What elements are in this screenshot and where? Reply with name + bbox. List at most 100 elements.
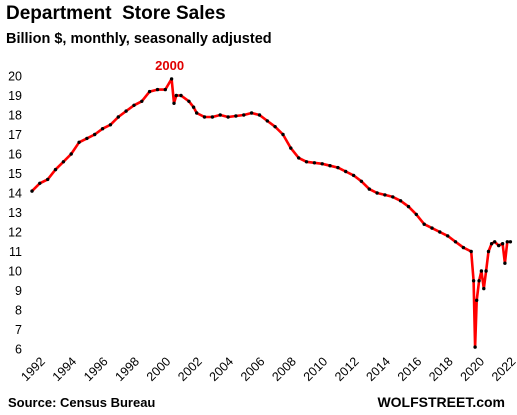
- y-tick-label: 18: [8, 109, 22, 123]
- y-tick-label: 16: [8, 148, 22, 162]
- brand-label: WOLFSTREET.com: [377, 394, 505, 410]
- data-point: [77, 140, 81, 144]
- data-point: [281, 132, 285, 137]
- y-tick-label: 14: [8, 187, 22, 201]
- data-point: [484, 269, 488, 273]
- data-point: [132, 103, 136, 108]
- data-point: [375, 191, 379, 195]
- y-tick-label: 20: [8, 70, 22, 84]
- series-line: [31, 77, 511, 349]
- data-point: [503, 261, 507, 265]
- data-point: [202, 115, 207, 119]
- x-axis: 1992 1994 1996 1998 2000 2002 2004 2006 2008 2010…: [18, 354, 517, 384]
- x-tick-label: 2018: [426, 354, 456, 384]
- x-tick-label: 1994: [50, 354, 80, 384]
- x-tick-label: 1992: [18, 354, 48, 384]
- data-point: [430, 226, 434, 230]
- peak-annotation: 2000: [155, 58, 184, 73]
- x-tick-label: 2012: [332, 354, 362, 384]
- y-tick-label: 15: [8, 167, 22, 181]
- y-tick-label: 19: [8, 89, 22, 103]
- data-point: [312, 161, 317, 165]
- y-tick-label: 9: [15, 284, 22, 298]
- data-point: [38, 181, 42, 185]
- y-tick-label: 17: [8, 128, 22, 142]
- data-point: [187, 99, 191, 104]
- data-point: [482, 286, 486, 291]
- data-point: [505, 240, 509, 244]
- data-point: [124, 109, 128, 113]
- data-point: [147, 89, 152, 94]
- data-point: [304, 160, 309, 164]
- y-tick-label: 6: [15, 343, 22, 357]
- x-tick-label: 2002: [175, 354, 205, 384]
- data-point: [469, 249, 473, 254]
- data-point: [336, 165, 340, 170]
- y-tick-label: 12: [8, 226, 22, 240]
- data-point: [471, 279, 476, 283]
- x-tick-label: 2014: [363, 354, 393, 384]
- y-tick-label: 10: [8, 265, 22, 279]
- data-point: [414, 212, 418, 217]
- data-point: [497, 243, 501, 248]
- data-point: [30, 189, 34, 193]
- data-point: [351, 173, 356, 178]
- annotations: 2000: [155, 58, 184, 73]
- x-tick-label: 2004: [207, 354, 237, 384]
- data-point: [169, 77, 174, 81]
- data-point: [489, 242, 494, 246]
- data-point: [320, 162, 324, 166]
- data-point: [479, 269, 484, 273]
- x-tick-label: 2000: [144, 354, 174, 384]
- data-point: [297, 156, 301, 160]
- x-tick-label: 2010: [301, 354, 331, 384]
- data-point: [461, 245, 466, 250]
- data-point: [344, 169, 348, 174]
- x-tick-label: 1996: [81, 354, 111, 384]
- data-point: [367, 187, 371, 191]
- data-point: [140, 99, 144, 104]
- data-point: [172, 101, 176, 106]
- x-tick-label: 2016: [395, 354, 425, 384]
- data-point: [477, 279, 481, 283]
- data-point: [391, 195, 395, 199]
- data-point: [289, 146, 293, 150]
- data-point: [191, 105, 196, 109]
- data-point: [398, 199, 403, 203]
- data-point: [328, 164, 332, 168]
- data-point: [93, 132, 97, 137]
- data-point: [100, 127, 105, 131]
- data-point: [242, 113, 246, 117]
- data-point: [195, 111, 199, 115]
- x-tick-label: 1998: [113, 354, 143, 384]
- y-tick-label: 7: [15, 323, 22, 337]
- data-point: [61, 160, 66, 164]
- data-point: [500, 242, 505, 246]
- data-point: [249, 111, 254, 115]
- data-point: [473, 345, 477, 349]
- data-point: [486, 249, 491, 254]
- x-tick-label: 2022: [489, 354, 517, 384]
- data-point: [218, 113, 222, 117]
- chart-subtitle: Billion $, monthly, seasonally adjusted: [6, 31, 272, 47]
- data-point: [453, 240, 458, 244]
- data-point: [257, 113, 262, 117]
- data-point: [359, 179, 364, 183]
- data-point: [493, 240, 497, 244]
- data-point: [108, 123, 113, 127]
- data-point: [155, 87, 160, 92]
- data-point: [85, 136, 89, 141]
- chart-title: Department Store Sales: [6, 3, 226, 24]
- data-point: [438, 230, 442, 234]
- data-point: [116, 115, 121, 119]
- data-point: [383, 193, 387, 197]
- data-point: [53, 167, 58, 172]
- data-point: [69, 152, 73, 156]
- data-point: [179, 93, 183, 98]
- source-note: Source: Census Bureau: [8, 395, 156, 410]
- plot-area: [30, 77, 513, 349]
- data-point: [265, 119, 269, 123]
- data-point: [273, 125, 277, 129]
- data-point: [174, 93, 178, 98]
